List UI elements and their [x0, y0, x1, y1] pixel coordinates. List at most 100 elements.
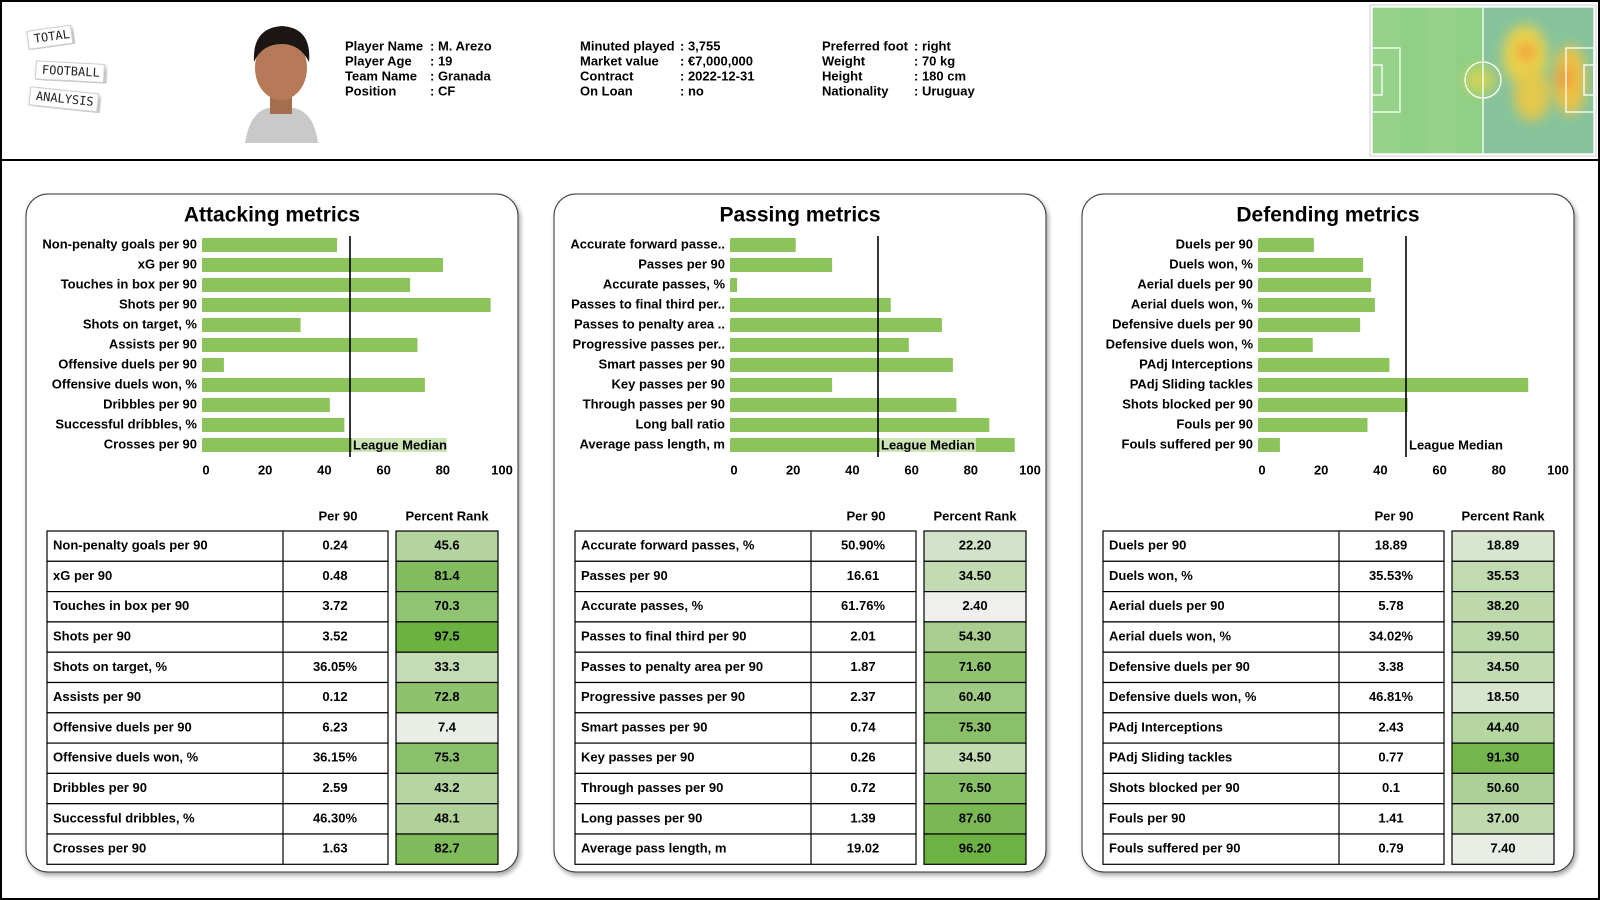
per90-value: 46.81%: [1369, 689, 1414, 704]
metric-panel: Attacking metrics Non-penalty goals per 9…: [25, 193, 519, 873]
table-cell: [1102, 742, 1445, 774]
metric-name: PAdj Sliding tackles: [1109, 750, 1232, 765]
logo-text: FOOTBALL: [42, 63, 100, 80]
bar: [202, 318, 301, 332]
metric-name: Dribbles per 90: [53, 780, 147, 795]
table-header: Percent Rank: [405, 508, 489, 523]
metric-panel: Passing metrics Accurate forward passe.. P…: [553, 193, 1047, 873]
metric-name: Shots blocked per 90: [1109, 780, 1240, 795]
per90-value: 3.72: [322, 598, 347, 613]
panel-title: Attacking metrics: [184, 204, 360, 227]
per90-value: 0.72: [850, 780, 875, 795]
table-cell: [46, 833, 389, 865]
per90-value: 46.30%: [313, 810, 358, 825]
per90-value: 61.76%: [841, 598, 886, 613]
category-label: Shots on target, %: [83, 316, 198, 331]
bar: [202, 398, 330, 412]
bar: [1258, 238, 1314, 252]
metric-name: Shots on target, %: [53, 659, 168, 674]
info-value: : Granada: [430, 68, 491, 83]
median-label-bg: [352, 437, 448, 453]
table-cell: [1102, 621, 1445, 653]
category-label: Dribbles per 90: [103, 396, 197, 411]
percent-rank-value: 35.53: [1487, 568, 1520, 583]
table-header: Per 90: [318, 508, 357, 523]
category-label: Passes to final third per..: [571, 296, 725, 311]
bar: [730, 258, 833, 272]
info-value: : right: [914, 38, 951, 53]
percent-rank-value: 45.6: [434, 538, 459, 553]
metric-name: Defensive duels per 90: [1109, 659, 1250, 674]
percent-rank-value: 75.3: [434, 750, 459, 765]
percent-rank-cell: [395, 681, 499, 714]
percent-rank-value: 43.2: [434, 780, 459, 795]
info-label: Player Age: [345, 53, 412, 68]
heatmap: [1369, 4, 1597, 157]
category-label: Passes per 90: [638, 256, 725, 271]
logo: FOOTBALL: [35, 60, 105, 83]
metric-name: Assists per 90: [53, 689, 141, 704]
x-tick-label: 0: [730, 462, 737, 477]
percent-rank-cell: [395, 712, 499, 744]
x-tick-label: 100: [1547, 462, 1569, 477]
per90-value: 3.38: [1378, 659, 1403, 674]
percent-rank-value: 38.20: [1487, 598, 1520, 613]
table-header: Percent Rank: [933, 508, 1017, 523]
category-label: Crosses per 90: [104, 436, 197, 451]
category-label: Offensive duels per 90: [58, 356, 197, 371]
table-cell: [574, 530, 917, 562]
percent-rank-cell: [1451, 591, 1555, 623]
median-label: League Median: [881, 437, 975, 452]
header: TOTAL FOOTBALL ANALYSIS: [26, 4, 1597, 157]
category-label: Touches in box per 90: [61, 276, 197, 291]
percent-rank-cell: [923, 560, 1027, 593]
metric-name: Successful dribbles, %: [53, 810, 195, 825]
percent-rank-value: 76.50: [959, 780, 992, 795]
percent-rank-value: 34.50: [959, 568, 992, 583]
percent-rank-cell: [1451, 772, 1555, 805]
table-header: Per 90: [1374, 508, 1413, 523]
category-label: Aerial duels per 90: [1137, 276, 1253, 291]
table-cell: [1102, 651, 1445, 684]
info-value: : 180 cm: [914, 68, 966, 83]
metric-name: Aerial duels per 90: [1109, 598, 1225, 613]
per90-value: 35.53%: [1369, 568, 1414, 583]
metric-name: Key passes per 90: [581, 750, 694, 765]
bar: [1258, 378, 1529, 392]
percent-rank-cell: [1451, 833, 1555, 865]
category-label: Average pass length, m: [580, 436, 725, 451]
category-label: PAdj Sliding tackles: [1130, 376, 1253, 391]
logo: ANALYSIS: [28, 86, 100, 113]
bar: [730, 338, 909, 352]
info-value: : CF: [430, 83, 455, 98]
logo-text: TOTAL: [33, 27, 71, 46]
info-label: Team Name: [345, 68, 417, 83]
x-tick-label: 80: [1492, 462, 1506, 477]
shirt: [245, 108, 318, 143]
bar: [1258, 298, 1375, 312]
bar: [202, 238, 337, 252]
per90-value: 19.02: [847, 841, 880, 856]
x-tick-label: 20: [786, 462, 800, 477]
bar: [730, 418, 990, 432]
percent-rank-cell: [395, 560, 499, 593]
percent-rank-value: 87.60: [959, 810, 992, 825]
percent-rank-value: 71.60: [959, 659, 992, 674]
metric-panel: Defending metrics Duels per 90 Duels won, …: [1081, 193, 1575, 873]
panel-title: Defending metrics: [1236, 204, 1419, 227]
per90-value: 1.63: [322, 841, 347, 856]
bar: [202, 378, 425, 392]
table-cell: [574, 591, 917, 623]
per90-value: 0.1: [1382, 780, 1400, 795]
category-label: Non-penalty goals per 90: [42, 236, 197, 251]
info-value: : €7,000,000: [680, 53, 753, 68]
bar: [1258, 438, 1280, 452]
category-label: Shots blocked per 90: [1122, 396, 1253, 411]
per90-value: 0.79: [1378, 841, 1403, 856]
x-tick-label: 100: [1019, 462, 1041, 477]
info-label: Height: [822, 68, 863, 83]
category-label: Defensive duels won, %: [1106, 336, 1254, 351]
percent-rank-cell: [1451, 712, 1555, 744]
category-label: Aerial duels won, %: [1131, 296, 1254, 311]
info-value: : 2022-12-31: [680, 68, 754, 83]
